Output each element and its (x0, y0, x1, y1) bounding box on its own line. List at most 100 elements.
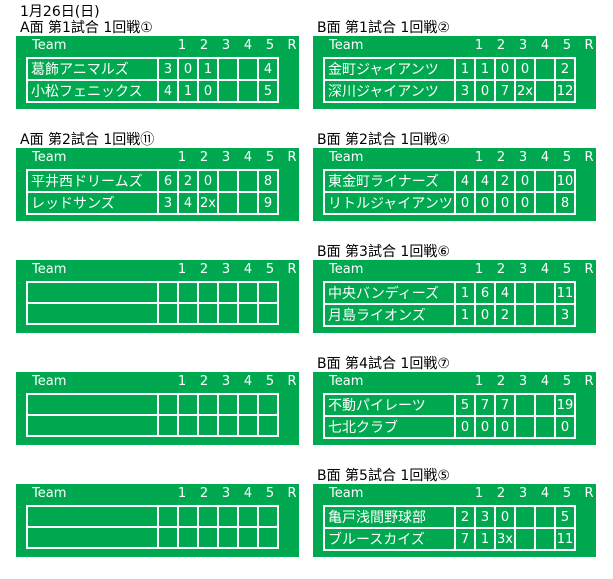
inning-header: 2 (496, 38, 506, 53)
scoreboard-box: Team 1 2 3 4 5 R (16, 484, 299, 557)
game-title: B面 第3試合 1回戦⑥ (317, 244, 450, 260)
score-cell (197, 281, 219, 304)
team-name: リトルジャイアンツ (323, 191, 456, 215)
team-name (26, 526, 159, 549)
score-cell (257, 526, 279, 549)
team-name: 亀戸浅間野球部 (323, 505, 456, 529)
score-cell: 0 (494, 415, 516, 439)
score-cell (177, 302, 199, 325)
inning-header: R (287, 374, 297, 389)
score-cell: 1 (454, 57, 476, 81)
score-cell: 0 (514, 191, 536, 215)
inning-header: 2 (496, 374, 506, 389)
score-cell: 2 (177, 169, 199, 193)
team-name: ブルースカイズ (323, 527, 456, 551)
score-cell: 4 (257, 57, 279, 81)
inning-header: 2 (496, 150, 506, 165)
scoreboard-box: Team 1 2 3 4 5 R (16, 372, 299, 445)
inning-header: R (584, 262, 594, 277)
score-cell: 1 (454, 303, 476, 327)
score-cell: 0 (554, 415, 576, 439)
score-cell (237, 526, 259, 549)
score-cell (237, 393, 259, 416)
score-cell: 5 (554, 505, 576, 529)
score-cell (197, 393, 219, 416)
scoreboard-box: Team 1 2 3 4 5 R 東金町ライナーズ 4 4 2 0 10 リトルジャイアンツ 0 0 0 0 8 (313, 148, 596, 221)
score-cell: 0 (514, 169, 536, 193)
score-table (26, 505, 279, 549)
inning-header: 1 (177, 150, 187, 165)
team-name (26, 302, 159, 325)
inning-header: 4 (540, 150, 550, 165)
inning-header: 3 (221, 150, 231, 165)
score-cell: 8 (554, 191, 576, 215)
score-cell (237, 414, 259, 437)
inning-header: 3 (221, 486, 231, 501)
score-cell: 2 (454, 505, 476, 529)
inning-header: 1 (177, 38, 187, 53)
score-cell: 4 (157, 79, 179, 103)
scoreboard-box: Team 1 2 3 4 5 R 平井西ドリームズ 6 2 0 8 レッドサンズ 3 4 2x 9 (16, 148, 299, 221)
score-cell (177, 393, 199, 416)
inning-header: 5 (562, 262, 572, 277)
game-title: B面 第4試合 1回戦⑦ (317, 356, 450, 372)
team-row (26, 393, 279, 416)
inning-header: 2 (496, 262, 506, 277)
team-name: 中央バンディーズ (323, 281, 456, 305)
score-cell: 1 (197, 57, 219, 81)
game-title: B面 第1試合 1回戦② (317, 20, 450, 36)
inning-header: 5 (265, 38, 275, 53)
inning-header: R (287, 262, 297, 277)
score-cell (157, 393, 179, 416)
score-cell: 9 (257, 191, 279, 215)
scoreboard-header: Team 1 2 3 4 5 R (16, 374, 299, 392)
score-cell: 1 (177, 79, 199, 103)
team-row: 東金町ライナーズ 4 4 2 0 10 (323, 169, 576, 193)
score-cell (237, 281, 259, 304)
team-name: 深川ジャイアンツ (323, 79, 456, 103)
inning-header: 1 (474, 262, 484, 277)
score-cell (217, 302, 239, 325)
team-row: 葛飾アニマルズ 3 0 1 4 (26, 57, 279, 81)
scoreboard-box: Team 1 2 3 4 5 R (16, 260, 299, 333)
team-row: リトルジャイアンツ 0 0 0 0 8 (323, 191, 576, 215)
score-cell: 4 (474, 169, 496, 193)
team-row: ブルースカイズ 7 1 3x 11 (323, 527, 576, 551)
inning-header: 5 (562, 38, 572, 53)
team-row (26, 526, 279, 549)
team-row (26, 281, 279, 304)
team-name: 七北クラブ (323, 415, 456, 439)
score-cell (514, 281, 536, 305)
game-title: A面 第1試合 1回戦① (20, 20, 153, 36)
team-header: Team (329, 150, 364, 165)
team-row: 平井西ドリームズ 6 2 0 8 (26, 169, 279, 193)
score-cell (217, 191, 239, 215)
scoreboard-box: Team 1 2 3 4 5 R 葛飾アニマルズ 3 0 1 4 小松フェニックス 4 1 0 5 (16, 36, 299, 109)
score-cell (197, 526, 219, 549)
inning-header: 1 (177, 486, 187, 501)
score-cell: 0 (474, 191, 496, 215)
score-cell (257, 505, 279, 528)
score-cell: 0 (494, 191, 516, 215)
inning-header: R (584, 486, 594, 501)
inning-header: 5 (562, 486, 572, 501)
score-cell (237, 57, 259, 81)
team-row: 金町ジャイアンツ 1 1 0 0 2 (323, 57, 576, 81)
score-cell: 3 (474, 505, 496, 529)
score-cell: 3 (554, 303, 576, 327)
team-name: 不動パイレーツ (323, 393, 456, 417)
inning-header: 1 (474, 150, 484, 165)
inning-header: 4 (540, 374, 550, 389)
date-heading: 1月26日(日) (20, 4, 100, 20)
score-table: 不動パイレーツ 5 7 7 19 七北クラブ 0 0 0 0 (323, 393, 576, 439)
score-cell (514, 393, 536, 417)
scoreboard-header: Team 1 2 3 4 5 R (313, 150, 596, 168)
score-cell: 0 (474, 415, 496, 439)
team-header: Team (32, 374, 67, 389)
score-cell: 11 (554, 527, 576, 551)
score-cell (157, 302, 179, 325)
team-row: レッドサンズ 3 4 2x 9 (26, 191, 279, 215)
score-cell (237, 169, 259, 193)
team-name (26, 505, 159, 528)
team-row: 深川ジャイアンツ 3 0 7 2x 12 (323, 79, 576, 103)
